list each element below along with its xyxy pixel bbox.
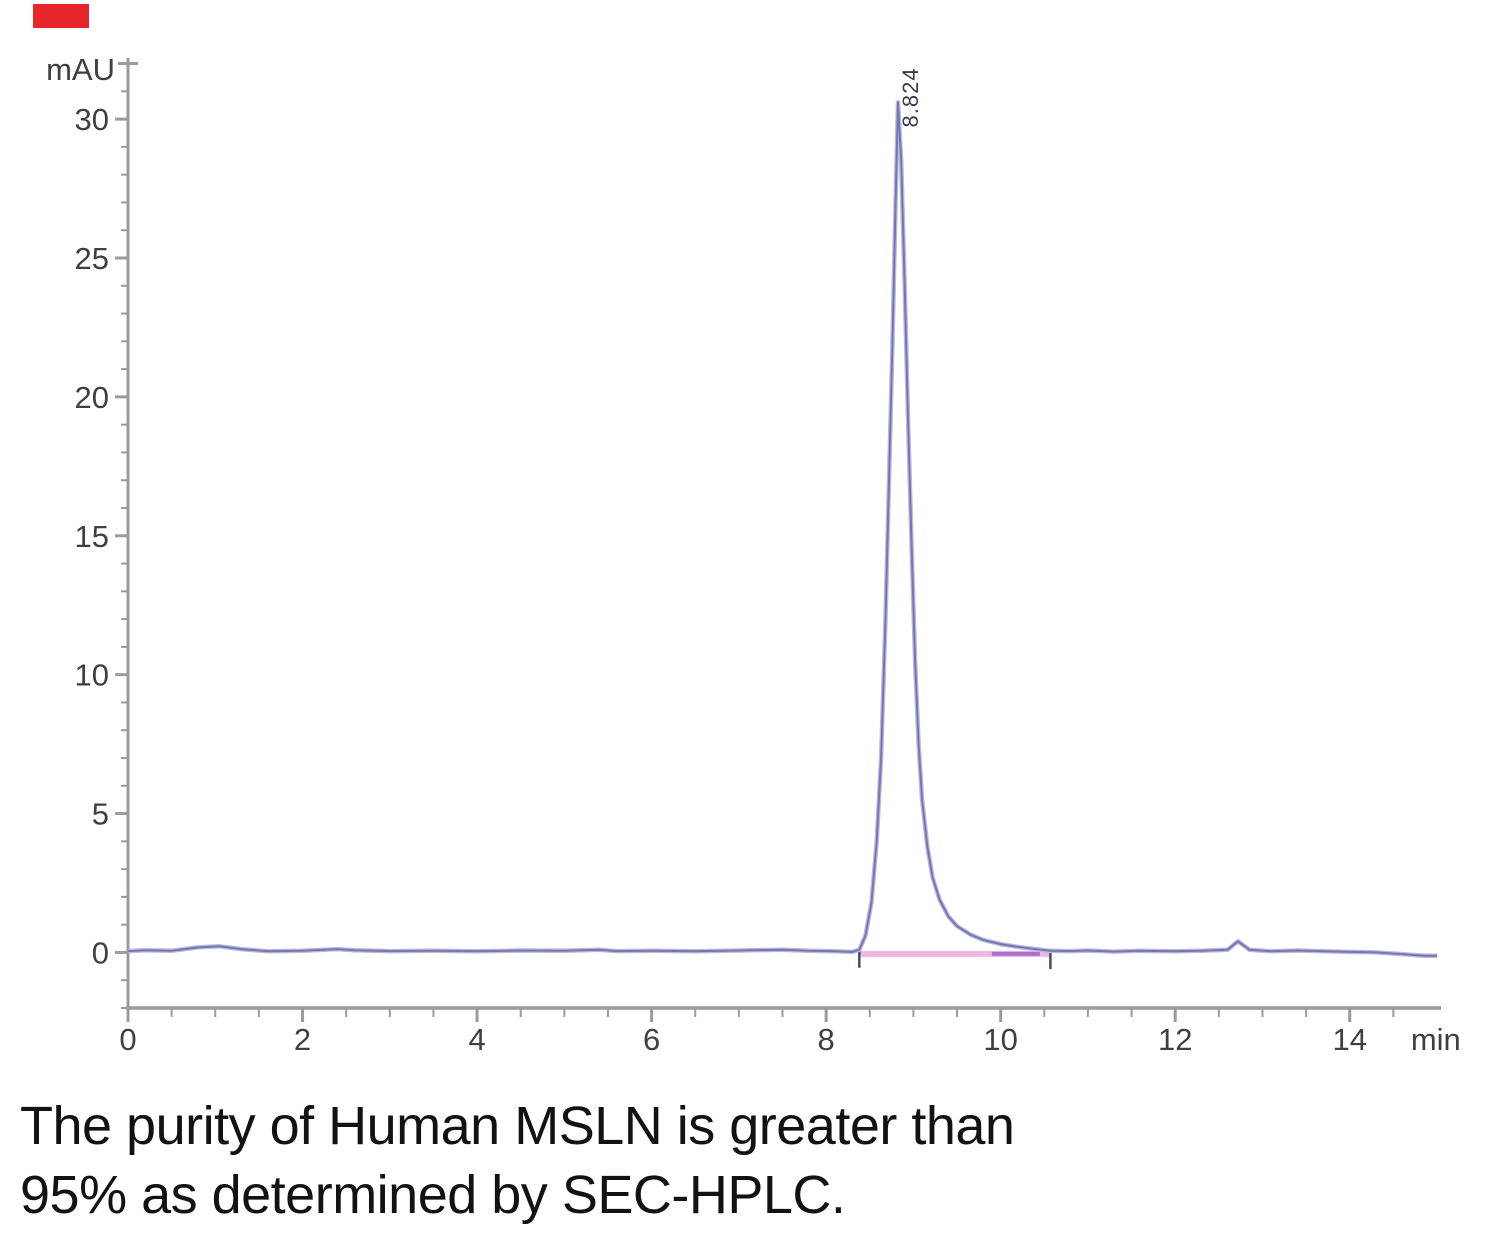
y-tick-label: 30 xyxy=(75,102,109,137)
x-tick-label: 10 xyxy=(983,1022,1017,1057)
y-tick-label: 20 xyxy=(75,380,109,415)
axis-tick-labels: 0 5 10 15 20 25 30 0 2 4 6 8 10 12 14 xyxy=(75,102,1367,1057)
axis-ticks xyxy=(115,62,1395,1022)
y-tick-label: 10 xyxy=(75,658,109,693)
caption: The purity of Human MSLN is greater than… xyxy=(20,1092,1480,1230)
uv-trace-line xyxy=(127,100,1437,959)
y-tick-label: 25 xyxy=(75,241,109,276)
chromatogram-canvas: 0 5 10 15 20 25 30 0 2 4 6 8 10 12 14 mAU min 8.824 xyxy=(46,52,1461,1057)
y-tick-label: 15 xyxy=(75,519,109,554)
peak-retention-time-label: 8.824 xyxy=(898,67,923,127)
x-tick-label: 12 xyxy=(1158,1022,1192,1057)
uv-trace xyxy=(127,100,1437,959)
x-tick-label: 4 xyxy=(468,1022,485,1057)
sec-hplc-chromatogram: 0 5 10 15 20 25 30 0 2 4 6 8 10 12 14 mAU min 8.824 xyxy=(46,52,1461,1057)
x-tick-label: 14 xyxy=(1332,1022,1366,1057)
axes xyxy=(126,58,1441,1010)
x-tick-label: 8 xyxy=(818,1022,835,1057)
integration-baseline xyxy=(858,948,1052,970)
x-tick-label: 0 xyxy=(119,1022,136,1057)
caption-line-1: The purity of Human MSLN is greater than xyxy=(20,1096,1015,1156)
caption-line-2: 95% as determined by SEC-HPLC. xyxy=(20,1165,846,1226)
y-axis-unit-label: mAU xyxy=(46,52,115,87)
red-marker-artifact xyxy=(33,4,89,28)
y-tick-label: 0 xyxy=(92,935,109,970)
y-tick-label: 5 xyxy=(92,797,109,832)
x-tick-label: 2 xyxy=(294,1022,311,1057)
uv-trace-line xyxy=(127,101,1437,957)
x-axis-unit-label: min xyxy=(1411,1022,1461,1057)
x-tick-label: 6 xyxy=(643,1022,660,1057)
